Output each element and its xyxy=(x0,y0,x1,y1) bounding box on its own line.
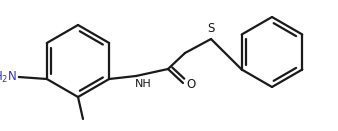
Text: O: O xyxy=(186,78,195,91)
Text: H$_2$N: H$_2$N xyxy=(0,69,17,84)
Text: NH: NH xyxy=(135,79,152,89)
Text: S: S xyxy=(207,22,215,35)
